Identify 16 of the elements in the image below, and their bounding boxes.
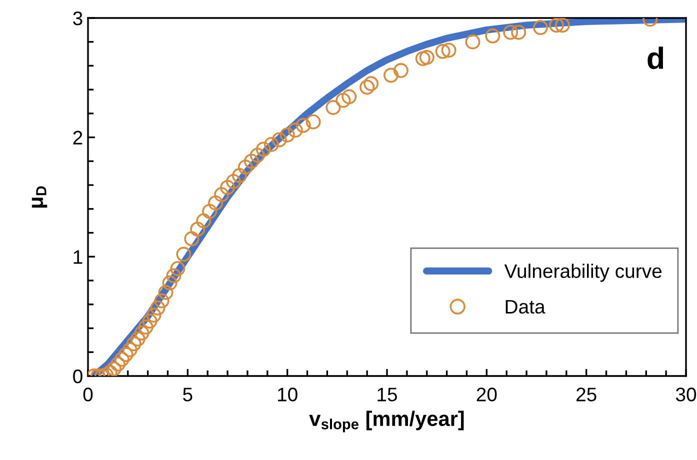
x-tick-label: 30 (676, 388, 696, 402)
x-tick-label: 0 (83, 388, 93, 402)
y-axis-title: μ$_{D}$ (32, 186, 48, 208)
y-tick-label: 0 (73, 369, 82, 384)
annotation: d (648, 46, 664, 70)
y-tick-label: 2 (73, 130, 82, 144)
y-tick-label: 3 (73, 11, 82, 26)
x-tick-label: 10 (278, 388, 298, 402)
legend-label: Vulnerability curve (504, 264, 662, 282)
y-tick-label: 1 (74, 250, 82, 264)
x-tick-label: 20 (476, 388, 497, 402)
x-tick-label: 15 (378, 388, 397, 402)
x-axis-title: v$_{slope}$ [mm/year] (309, 410, 464, 432)
x-tick-label: 25 (576, 388, 596, 402)
legend-label: Data (506, 300, 546, 314)
x-tick-label: 5 (183, 388, 192, 402)
